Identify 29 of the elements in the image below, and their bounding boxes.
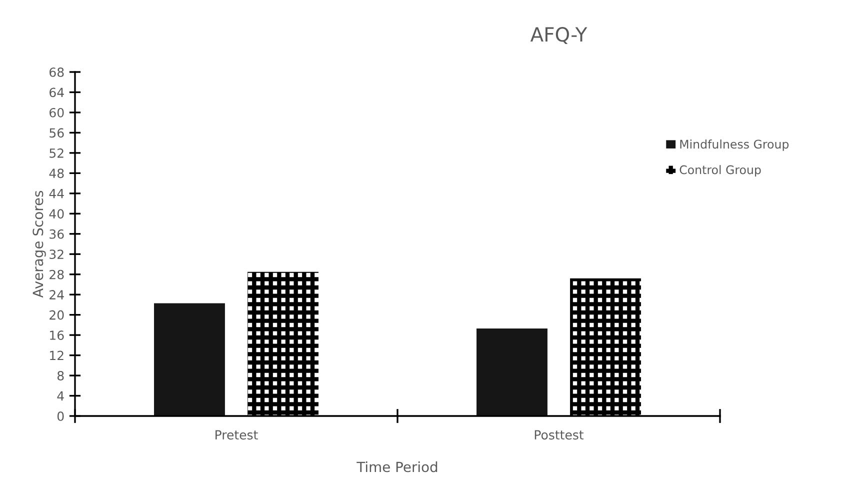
y-tick-label: 56 xyxy=(50,128,64,138)
y-tick-label: 12 xyxy=(50,350,64,360)
y-axis-title: Average Scores xyxy=(32,190,46,298)
y-tick-label: 44 xyxy=(49,189,64,198)
x-axis-title: Time Period xyxy=(356,461,438,472)
bar xyxy=(248,272,318,416)
y-tick-label: 8 xyxy=(57,371,64,380)
y-tick-label: 4 xyxy=(57,391,64,401)
y-tick-label: 64 xyxy=(50,88,64,98)
legend-label: Mindfulness Group xyxy=(680,139,789,151)
y-tick-label: 28 xyxy=(50,270,64,280)
x-tick-label: Pretest xyxy=(216,430,258,440)
bar xyxy=(570,278,641,416)
y-tick-label: 36 xyxy=(50,229,64,239)
x-tick-label: Posttest xyxy=(534,430,584,440)
y-tick-label: 0 xyxy=(57,411,64,421)
y-tick-label: 48 xyxy=(49,168,64,178)
y-tick-label: 60 xyxy=(50,108,64,118)
chart-title: AFQ-Y xyxy=(530,27,588,44)
y-tick-label: 68 xyxy=(50,67,64,77)
y-tick-label: 40 xyxy=(49,209,64,219)
bar xyxy=(154,303,225,416)
y-tick-label: 16 xyxy=(50,330,64,340)
y-tick-label: 20 xyxy=(50,310,64,320)
legend-label: Control Group xyxy=(680,165,761,177)
y-tick-label: 52 xyxy=(50,148,64,158)
y-tick-label: 32 xyxy=(50,250,64,260)
bar xyxy=(476,328,548,416)
y-tick-label: 24 xyxy=(50,290,64,300)
